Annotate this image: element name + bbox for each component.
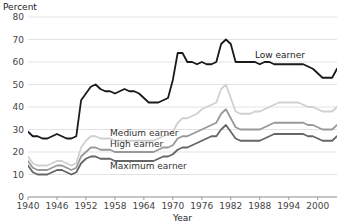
series-label: Low earner: [255, 50, 305, 60]
chart-svg: 0102030405060708019401946195219581964197…: [0, 0, 345, 224]
grid: [28, 17, 337, 197]
series-line: [28, 125, 337, 175]
x-tick-label: 1964: [132, 201, 155, 211]
x-tick-label: 1988: [248, 201, 271, 211]
x-tick-label: 1946: [46, 201, 69, 211]
lines: [28, 40, 337, 175]
y-axis-label: Percent: [3, 2, 37, 12]
x-tick-label: 1982: [219, 201, 242, 211]
y-tick-label: 10: [13, 170, 25, 180]
x-axis-line: [28, 197, 337, 198]
grid-line: [28, 84, 337, 85]
x-tick: [288, 197, 289, 200]
series-label: Maximum earner: [110, 161, 187, 171]
series-line: [28, 40, 337, 139]
x-tick: [114, 197, 115, 200]
x-tick: [172, 197, 173, 200]
y-tick-label: 80: [13, 12, 25, 22]
grid-line: [28, 17, 337, 18]
x-tick: [317, 197, 318, 200]
grid-line: [28, 62, 337, 63]
x-tick-label: 1970: [161, 201, 184, 211]
series-label: High earner: [110, 139, 163, 149]
x-tick-label: 1976: [190, 201, 213, 211]
x-axis-label: Year: [172, 213, 192, 223]
x-tick: [28, 197, 29, 200]
x-tick: [230, 197, 231, 200]
y-tick-label: 60: [13, 57, 25, 67]
grid-line: [28, 107, 337, 108]
y-tick-label: 30: [13, 125, 25, 135]
y-tick-label: 40: [13, 102, 25, 112]
x-tick-label: 1940: [17, 201, 40, 211]
x-tick: [201, 197, 202, 200]
chart-container: 0102030405060708019401946195219581964197…: [0, 0, 345, 224]
grid-line: [28, 197, 337, 198]
x-tick-label: 1952: [74, 201, 97, 211]
y-tick-label: 20: [13, 147, 25, 157]
x-tick: [85, 197, 86, 200]
x-tick: [143, 197, 144, 200]
y-tick-label: 70: [13, 35, 25, 45]
x-tick-label: 1994: [277, 201, 300, 211]
x-tick-label: 1958: [103, 201, 126, 211]
series-label: Medium earner: [110, 128, 179, 138]
x-tick: [259, 197, 260, 200]
grid-line: [28, 129, 337, 130]
y-tick-label: 50: [13, 80, 25, 90]
x-tick: [56, 197, 57, 200]
grid-line: [28, 39, 337, 40]
grid-line: [28, 152, 337, 153]
grid-line: [28, 174, 337, 175]
series-line: [28, 85, 337, 166]
x-tick-label: 2000: [306, 201, 329, 211]
